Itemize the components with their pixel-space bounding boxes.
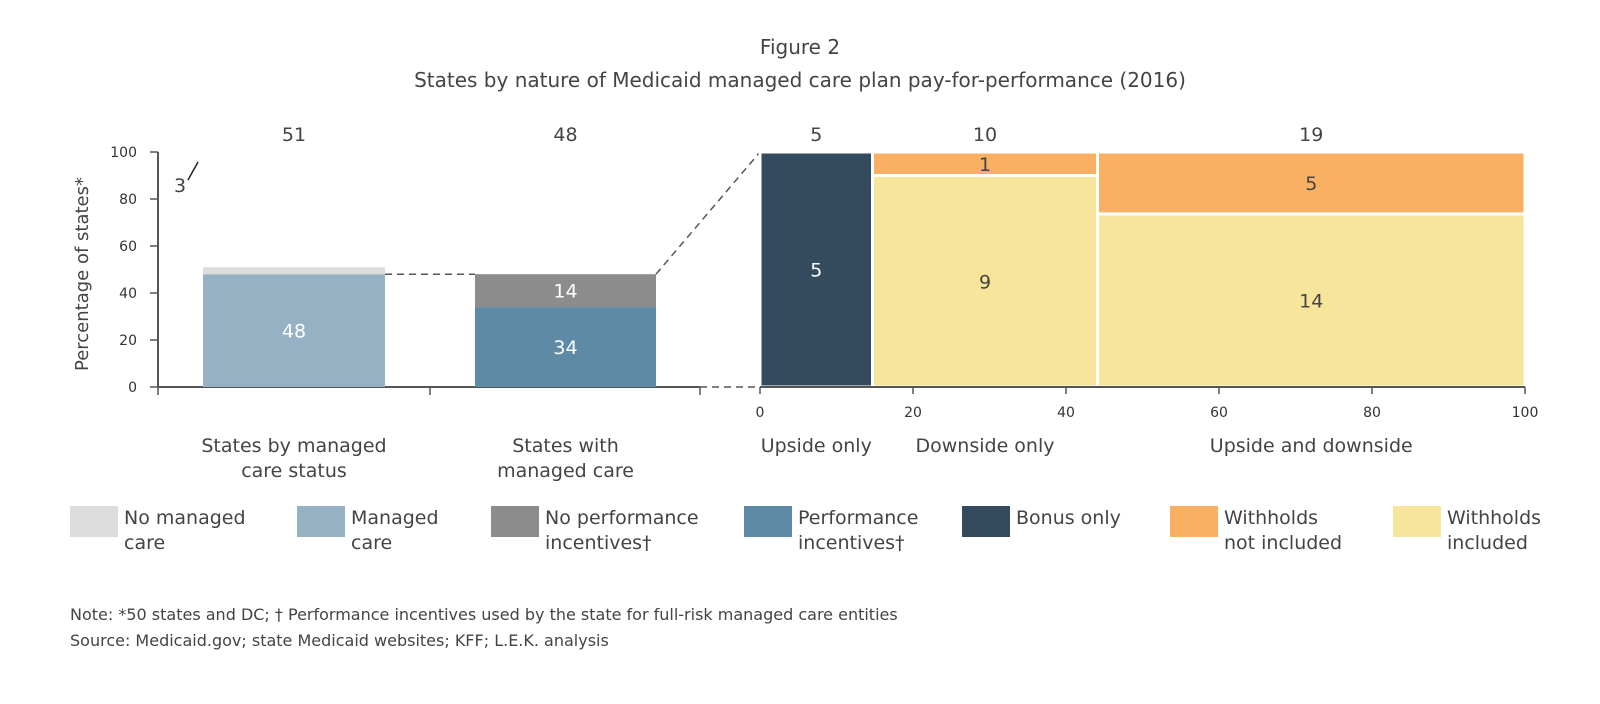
- bar-total-label: 51: [282, 124, 306, 146]
- mekko-segment-withholds-included: [871, 174, 1099, 389]
- note-text: Note: *50 states and DC; † Performance i…: [70, 605, 898, 624]
- segment-value-label: 5: [810, 260, 822, 282]
- bar-segment-managed-care: [203, 274, 385, 387]
- category-label: Upside and downside: [1210, 435, 1413, 457]
- category-label: Downside only: [916, 435, 1055, 457]
- legend-swatch: [297, 506, 345, 537]
- legend-swatch: [744, 506, 792, 537]
- y-tick-label: 80: [119, 192, 137, 208]
- x-tick-label: 0: [756, 405, 765, 421]
- legend-label: care: [124, 532, 165, 554]
- column-total-label: 19: [1299, 124, 1323, 146]
- category-label: Upside only: [761, 435, 872, 457]
- figure-label: Figure 2: [760, 35, 840, 59]
- y-tick-label: 0: [128, 380, 137, 396]
- x-tick-label: 40: [1057, 405, 1075, 421]
- legend-label: No managed: [124, 507, 246, 529]
- column-total-label: 5: [810, 124, 822, 146]
- legend-label: Managed: [351, 507, 439, 529]
- segment-value-label: 48: [282, 321, 306, 343]
- legend-label: not included: [1224, 532, 1342, 554]
- legend-label: Withholds: [1447, 507, 1541, 529]
- connector-line: [655, 151, 761, 275]
- legend-label: No performance: [545, 507, 699, 529]
- x-tick-label: 100: [1512, 405, 1539, 421]
- segment-value-label: 14: [1299, 290, 1323, 312]
- legend-label: incentives†: [798, 532, 905, 554]
- legend-label: Bonus only: [1016, 507, 1121, 529]
- legend-swatch: [491, 506, 539, 537]
- column-total-label: 10: [973, 124, 997, 146]
- legend-label: care: [351, 532, 392, 554]
- legend-swatch: [962, 506, 1010, 537]
- legend-swatch: [1393, 506, 1441, 537]
- legend-label: Performance: [798, 507, 918, 529]
- bar-segment-no-performance-incentives: [475, 274, 656, 308]
- y-axis-label: Percentage of states*: [72, 177, 93, 371]
- bar-segment-performance-incentives: [475, 307, 656, 387]
- y-tick-label: 40: [119, 286, 137, 302]
- x-tick-label: 80: [1363, 405, 1381, 421]
- category-label: States by managed: [201, 435, 386, 457]
- category-label: States with: [512, 435, 619, 457]
- segment-value-label: 1: [979, 154, 991, 176]
- mekko-segment-withholds-not-included: [1096, 150, 1527, 216]
- x-tick-label: 20: [904, 405, 922, 421]
- segment-value-label: 14: [553, 281, 577, 303]
- y-tick-label: 20: [119, 333, 137, 349]
- segment-value-label: 9: [979, 271, 991, 293]
- legend-label: Withholds: [1224, 507, 1318, 529]
- y-tick-label: 60: [119, 239, 137, 255]
- legend-swatch: [70, 506, 118, 537]
- segment-value-label: 3: [174, 175, 186, 197]
- source-text: Source: Medicaid.gov; state Medicaid web…: [70, 631, 609, 650]
- bar-segment-no-managed-care: [203, 267, 385, 275]
- segment-value-label: 5: [1305, 173, 1317, 195]
- category-label: managed care: [497, 460, 634, 482]
- legend-label: incentives†: [545, 532, 652, 554]
- callout-line: [187, 161, 199, 181]
- segment-value-label: 34: [553, 337, 577, 359]
- legend-label: included: [1447, 532, 1528, 554]
- y-tick-label: 100: [110, 145, 137, 161]
- legend-swatch: [1170, 506, 1218, 537]
- chart-title: States by nature of Medicaid managed car…: [414, 68, 1186, 92]
- bar-total-label: 48: [553, 124, 577, 146]
- x-tick-label: 60: [1210, 405, 1228, 421]
- mekko-segment-withholds-included: [1096, 212, 1527, 389]
- category-label: care status: [241, 460, 347, 482]
